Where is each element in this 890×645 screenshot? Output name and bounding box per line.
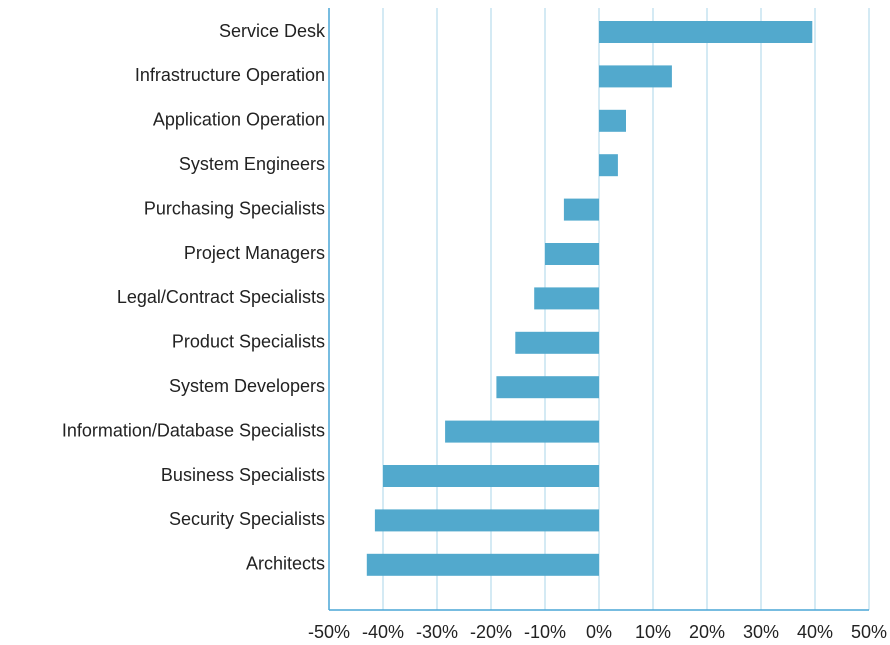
- x-tick-label: -10%: [524, 622, 566, 642]
- x-tick-label: 30%: [743, 622, 779, 642]
- y-tick-label: System Developers: [169, 376, 325, 396]
- bar: [599, 21, 813, 43]
- x-tick-label: -30%: [416, 622, 458, 642]
- bar: [366, 553, 599, 576]
- x-tick-label: -20%: [470, 622, 512, 642]
- bar: [534, 287, 599, 310]
- y-tick-label: Information/Database Specialists: [62, 420, 325, 440]
- y-tick-label: System Engineers: [179, 154, 325, 174]
- y-tick-label: Business Specialists: [161, 465, 325, 485]
- bar: [445, 420, 599, 443]
- y-tick-label: Product Specialists: [172, 332, 325, 352]
- x-tick-label: 0%: [586, 622, 612, 642]
- bar: [374, 509, 599, 532]
- y-tick-label: Purchasing Specialists: [144, 198, 325, 218]
- y-tick-label: Security Specialists: [169, 509, 325, 529]
- x-tick-label: 20%: [689, 622, 725, 642]
- bar: [515, 331, 599, 354]
- bar: [383, 465, 599, 487]
- bar: [599, 109, 626, 132]
- bar: [545, 243, 599, 265]
- x-tick-label: -50%: [308, 622, 350, 642]
- x-tick-label: -40%: [362, 622, 404, 642]
- bar: [496, 376, 599, 399]
- x-tick-label: 10%: [635, 622, 671, 642]
- y-tick-label: Service Desk: [219, 21, 326, 41]
- bar: [599, 154, 618, 177]
- bar: [563, 198, 599, 221]
- y-tick-label: Infrastructure Operation: [135, 65, 325, 85]
- bar: [599, 65, 672, 88]
- y-tick-label: Legal/Contract Specialists: [117, 287, 325, 307]
- x-tick-label: 40%: [797, 622, 833, 642]
- x-tick-label: 50%: [851, 622, 887, 642]
- y-tick-label: Project Managers: [184, 243, 325, 263]
- y-tick-label: Architects: [246, 554, 325, 574]
- y-tick-label: Application Operation: [153, 110, 325, 130]
